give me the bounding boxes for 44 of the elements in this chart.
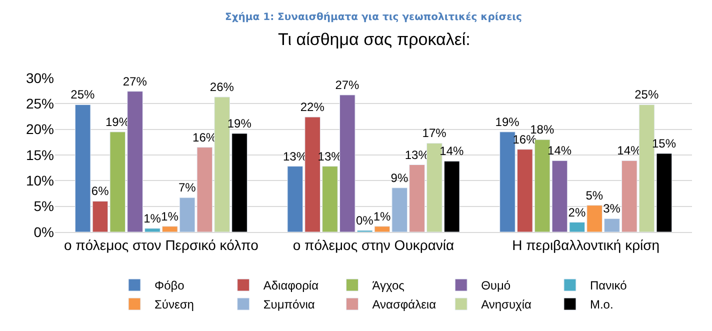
data-label: 22% <box>300 100 325 114</box>
data-label: 2% <box>568 205 586 220</box>
legend-label: Μ.ο. <box>590 298 614 312</box>
data-label: 25% <box>634 88 659 102</box>
chart-subtitle: Τι αίσθημα σας προκαλεί: <box>278 30 470 49</box>
data-label: 0% <box>356 213 374 228</box>
y-tick-label: 20% <box>26 121 54 138</box>
x-tick-label: Η περιβαλλοντική κρίση <box>512 236 660 253</box>
y-tick-label: 15% <box>26 146 54 163</box>
data-label: 5% <box>586 188 604 202</box>
data-label: 19% <box>495 114 520 129</box>
chart-title: Σχήμα 1: Συναισθήματα για τις γεωπολιτικές κρίσεις <box>225 12 522 23</box>
y-tick-label: 30% <box>26 70 54 86</box>
legend-label: Αδιαφορία <box>263 278 319 293</box>
y-tick-label: 25% <box>26 96 54 112</box>
legend-label: Πανικό <box>590 278 628 293</box>
data-label: 6% <box>91 184 110 198</box>
data-label: 7% <box>178 180 196 195</box>
data-label: 19% <box>227 116 252 130</box>
data-label: 14% <box>440 144 464 158</box>
legend-label: Ανασφάλεια <box>372 298 436 312</box>
data-label: 1% <box>373 209 392 224</box>
data-label: 27% <box>122 74 148 88</box>
data-label: 1% <box>161 209 179 224</box>
data-label: 17% <box>422 126 447 140</box>
data-label: 26% <box>210 80 234 94</box>
data-label: 18% <box>530 122 554 137</box>
data-label: 3% <box>603 202 621 216</box>
legend-label: Θυμό <box>481 278 511 293</box>
data-label: 9% <box>390 170 408 185</box>
y-tick-label: 5% <box>34 198 54 214</box>
legend-label: Συμπόνια <box>263 298 315 312</box>
x-tick-label: ο πόλεμος στον Περσικό κόλπο <box>64 236 259 253</box>
legend-label: Ανησυχία <box>481 298 532 312</box>
y-tick-label: 10% <box>26 172 54 189</box>
legend-label: Φόβο <box>154 278 185 293</box>
data-label: 1% <box>144 211 162 226</box>
legend-label: Άγχος <box>372 278 405 293</box>
data-label: 25% <box>70 88 95 102</box>
legend-label: Σύνεση <box>154 298 194 312</box>
data-label: 27% <box>335 78 360 92</box>
y-tick-label: 0% <box>34 224 54 240</box>
x-tick-label: ο πόλεμος στην Ουκρανία <box>292 236 454 253</box>
data-label: 15% <box>652 136 676 150</box>
